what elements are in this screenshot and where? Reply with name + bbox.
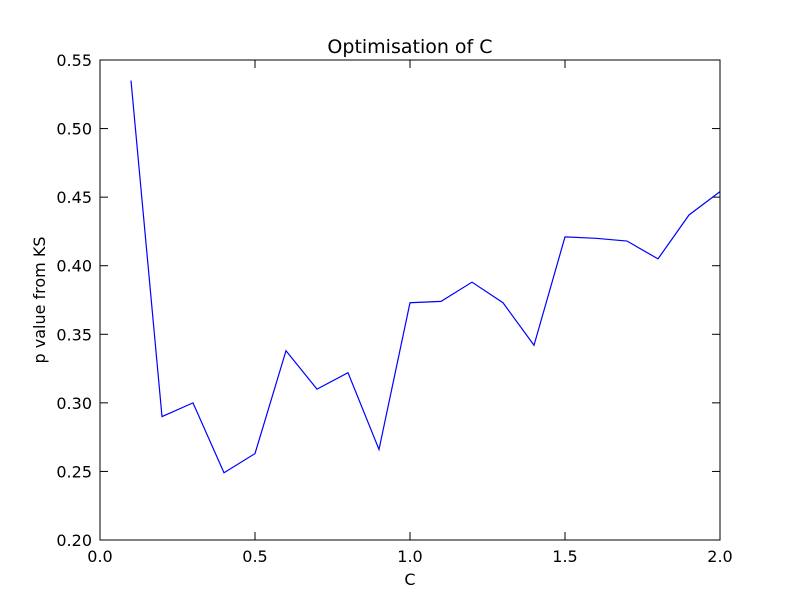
y-tick-label: 0.35	[56, 325, 92, 344]
x-axis-label: C	[404, 570, 415, 589]
axes-ticks: 0.0 0.5 1.0 1.5 2.0 0.20 0.25 0.30 0.35 0.40 0.45 0…	[56, 51, 732, 566]
y-axis-label: p value from KS	[30, 237, 49, 364]
x-tick-label: 0.5	[242, 547, 267, 566]
y-tick-label: 0.20	[56, 531, 92, 550]
y-tick-label: 0.55	[56, 51, 92, 70]
series-line	[130, 80, 721, 474]
plot-frame	[99, 59, 721, 541]
chart-title: Optimisation of C	[327, 36, 492, 58]
x-tick-label: 2.0	[707, 547, 732, 566]
y-tick-label: 0.25	[56, 462, 92, 481]
x-tick-label: 1.5	[552, 547, 577, 566]
y-tick-label: 0.40	[56, 257, 92, 276]
y-tick-label: 0.45	[56, 188, 92, 207]
plot-area	[130, 80, 721, 474]
x-tick-label: 1.0	[397, 547, 422, 566]
x-tick-label: 0.0	[87, 547, 112, 566]
y-tick-label: 0.50	[56, 120, 92, 139]
y-tick-label: 0.30	[56, 394, 92, 413]
